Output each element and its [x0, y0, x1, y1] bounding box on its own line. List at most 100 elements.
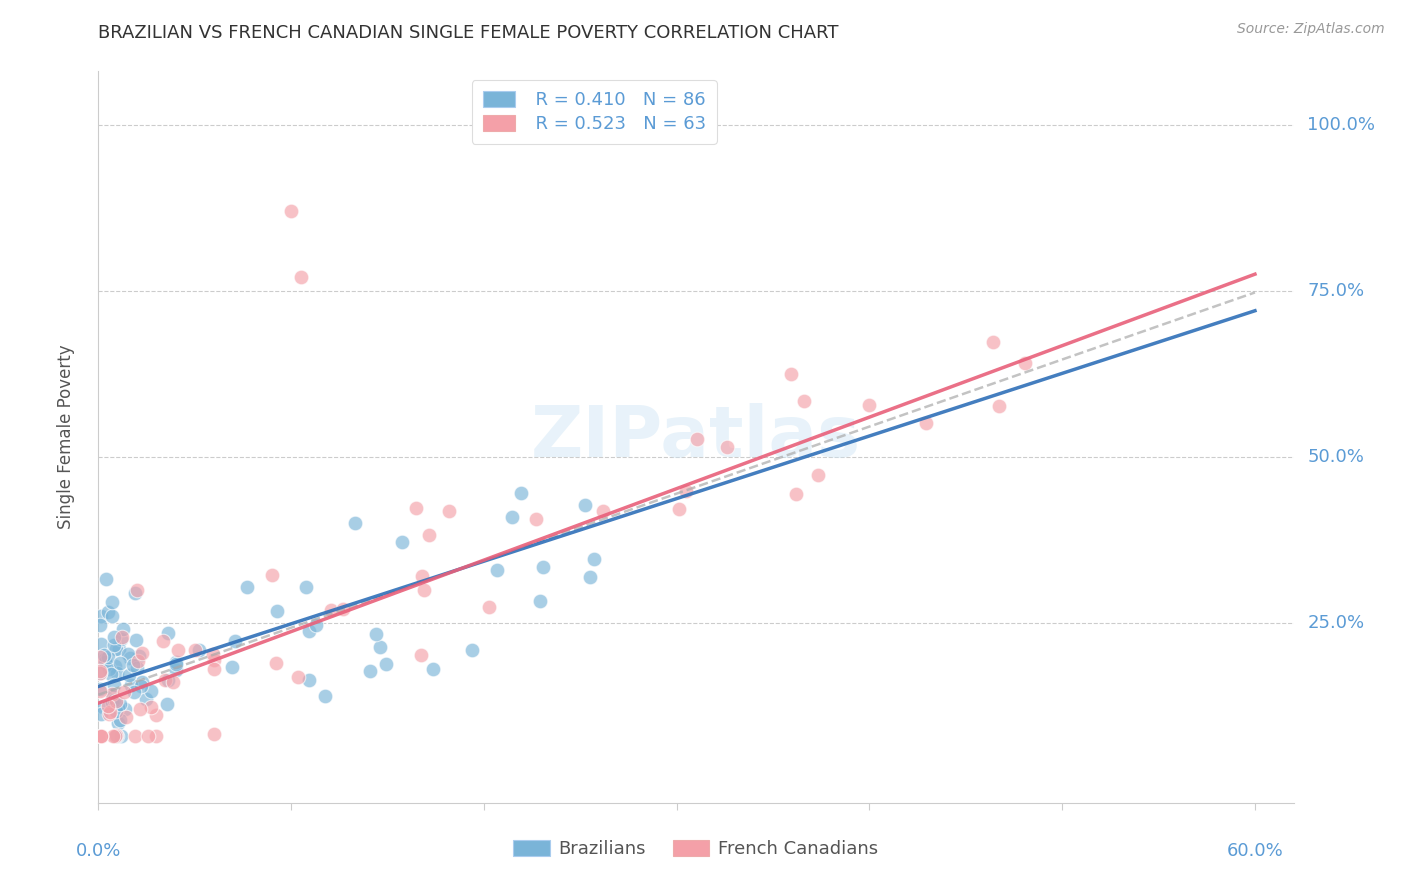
Point [117, 647, 139, 661]
Point [524, 511, 547, 525]
Point [375, 657, 398, 672]
Point [266, 604, 288, 618]
Point [104, 658, 127, 673]
Point [94, 572, 117, 586]
Point [96, 657, 118, 672]
Point [101, 695, 124, 709]
Point [187, 642, 209, 657]
Point [128, 648, 150, 663]
Text: 25.0%: 25.0% [1308, 615, 1365, 632]
Point [236, 580, 259, 594]
Text: ZIPatlas: ZIPatlas [531, 402, 860, 472]
Point [120, 678, 142, 692]
Point [129, 679, 152, 693]
Point [260, 568, 283, 582]
Point [107, 642, 129, 657]
Point [793, 394, 815, 409]
Point [437, 504, 460, 518]
Point [411, 648, 433, 662]
Point [131, 675, 153, 690]
Text: 0.0%: 0.0% [76, 842, 121, 860]
Point [574, 498, 596, 512]
Point [668, 501, 690, 516]
Text: Source: ZipAtlas.com: Source: ZipAtlas.com [1237, 22, 1385, 37]
Point [90, 707, 112, 722]
Point [89, 682, 111, 697]
Point [344, 516, 367, 530]
Point [100, 595, 122, 609]
Point [98, 662, 121, 676]
Point [716, 440, 738, 454]
Point [145, 729, 167, 743]
Point [90, 729, 112, 743]
Point [165, 657, 187, 671]
Point [103, 729, 125, 743]
Point [93, 648, 115, 662]
Point [90, 729, 112, 743]
Point [111, 630, 134, 644]
Point [412, 583, 434, 598]
Point [104, 693, 127, 707]
Point [90, 729, 112, 743]
Point [127, 660, 149, 674]
Point [89, 666, 111, 681]
Point [156, 625, 179, 640]
Point [533, 559, 555, 574]
Point [287, 670, 309, 684]
Point [104, 729, 127, 743]
Point [162, 675, 184, 690]
Text: 100.0%: 100.0% [1308, 116, 1375, 134]
Point [110, 632, 132, 646]
Point [579, 570, 602, 584]
Point [124, 729, 146, 743]
Point [101, 608, 124, 623]
Point [295, 580, 318, 594]
Point [165, 655, 187, 669]
Point [509, 486, 531, 500]
Point [97, 707, 120, 722]
Point [127, 654, 149, 668]
Point [280, 204, 302, 219]
Point [785, 487, 807, 501]
Point [298, 624, 321, 638]
Point [108, 656, 131, 670]
Point [298, 673, 321, 687]
Point [370, 640, 392, 654]
Point [1014, 356, 1036, 370]
Point [332, 602, 354, 616]
Point [121, 658, 143, 673]
Point [780, 367, 803, 381]
Point [405, 501, 427, 516]
Point [136, 729, 159, 743]
Point [89, 665, 111, 679]
Point [422, 662, 444, 676]
Point [359, 664, 381, 678]
Point [202, 653, 225, 667]
Point [89, 650, 111, 665]
Point [202, 647, 225, 661]
Point [152, 634, 174, 648]
Point [202, 662, 225, 676]
Point [156, 673, 179, 687]
Point [366, 627, 388, 641]
Point [981, 335, 1004, 350]
Point [100, 666, 122, 681]
Point [460, 643, 482, 657]
Point [89, 684, 111, 698]
Text: BRAZILIAN VS FRENCH CANADIAN SINGLE FEMALE POVERTY CORRELATION CHART: BRAZILIAN VS FRENCH CANADIAN SINGLE FEMA… [98, 24, 839, 42]
Point [224, 634, 246, 648]
Point [305, 617, 328, 632]
Legend: Brazilians, French Canadians: Brazilians, French Canadians [505, 830, 887, 867]
Y-axis label: Single Female Poverty: Single Female Poverty [56, 345, 75, 529]
Point [131, 646, 153, 660]
Point [314, 690, 336, 704]
Point [90, 637, 112, 651]
Point [98, 705, 121, 719]
Point [97, 650, 120, 665]
Text: 60.0%: 60.0% [1226, 842, 1284, 860]
Point [122, 684, 145, 698]
Point [583, 551, 606, 566]
Point [529, 593, 551, 607]
Text: 50.0%: 50.0% [1308, 448, 1364, 466]
Point [290, 270, 312, 285]
